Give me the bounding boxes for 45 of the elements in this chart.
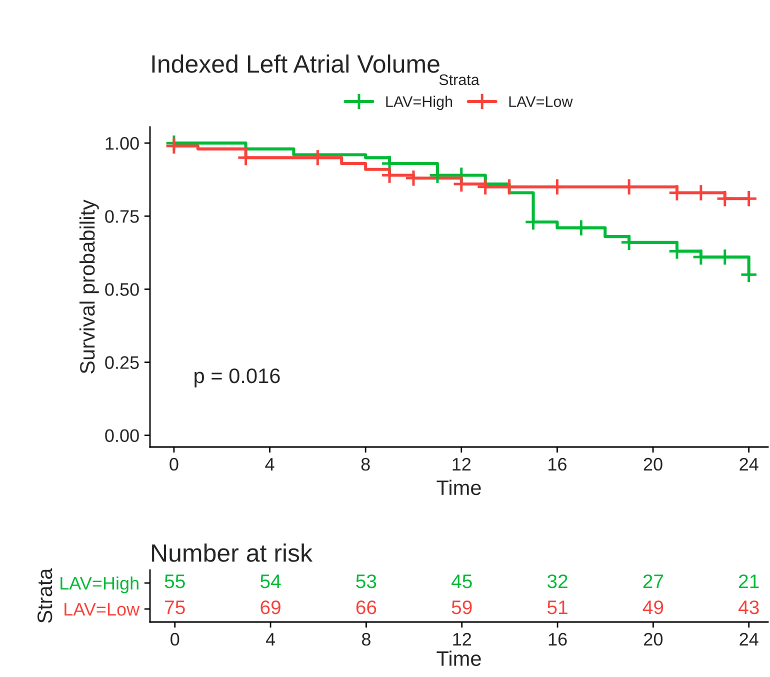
x-tick-label: 4: [265, 458, 274, 470]
x-axis-title: Time: [436, 650, 481, 666]
data-label: 45: [452, 574, 472, 588]
y-axis-title: Strata: [37, 568, 52, 623]
x-tick-label: 4: [266, 633, 276, 646]
x-tick-label: 0: [170, 632, 180, 646]
data-label: 59: [452, 600, 472, 614]
y-tick-label: LAV=High: [60, 576, 138, 594]
chart-title: Indexed Left Atrial Volume: [152, 54, 440, 73]
x-tick-label: 0: [170, 458, 178, 471]
data-label: 27: [643, 574, 664, 588]
y-tick-label: 0.00: [105, 429, 139, 442]
legend-label: LAV=Low: [509, 96, 573, 108]
data-label: 54: [260, 574, 281, 588]
y-tick-label: 1.00: [106, 137, 139, 150]
x-tick-label: 16: [548, 632, 567, 646]
x-tick-label: 16: [548, 458, 566, 471]
x-tick-label: 12: [452, 458, 471, 470]
legend-title: Strata: [439, 74, 480, 86]
y-tick-label: 0.75: [105, 210, 139, 223]
y-tick-label: LAV=Low: [64, 603, 140, 616]
data-label: 69: [260, 600, 280, 614]
x-tick-label: 8: [362, 632, 370, 646]
annotation: p = 0.016: [194, 368, 280, 388]
x-tick-label: 12: [453, 632, 472, 646]
x-tick-label: 8: [361, 458, 370, 471]
y-axis-title: Survival probability: [79, 200, 99, 374]
y-tick-label: 0.25: [105, 356, 139, 369]
data-label: 66: [356, 600, 376, 614]
x-tick-label: 20: [644, 458, 662, 471]
chart-title: Number at risk: [152, 544, 313, 562]
data-label: 21: [739, 574, 759, 588]
data-label: 51: [548, 600, 568, 614]
data-label: 75: [165, 600, 185, 614]
x-tick-label: 24: [740, 632, 758, 646]
data-label: 43: [738, 600, 759, 614]
legend-label: LAV=High: [386, 96, 452, 110]
data-label: 32: [547, 574, 568, 588]
x-tick-label: 24: [740, 458, 758, 470]
data-label: 49: [642, 600, 664, 614]
data-label: 53: [356, 574, 376, 588]
data-label: 55: [164, 574, 185, 588]
y-tick-label: 0.50: [105, 283, 139, 296]
x-tick-label: 20: [644, 632, 663, 646]
x-axis-title: Time: [436, 480, 481, 496]
